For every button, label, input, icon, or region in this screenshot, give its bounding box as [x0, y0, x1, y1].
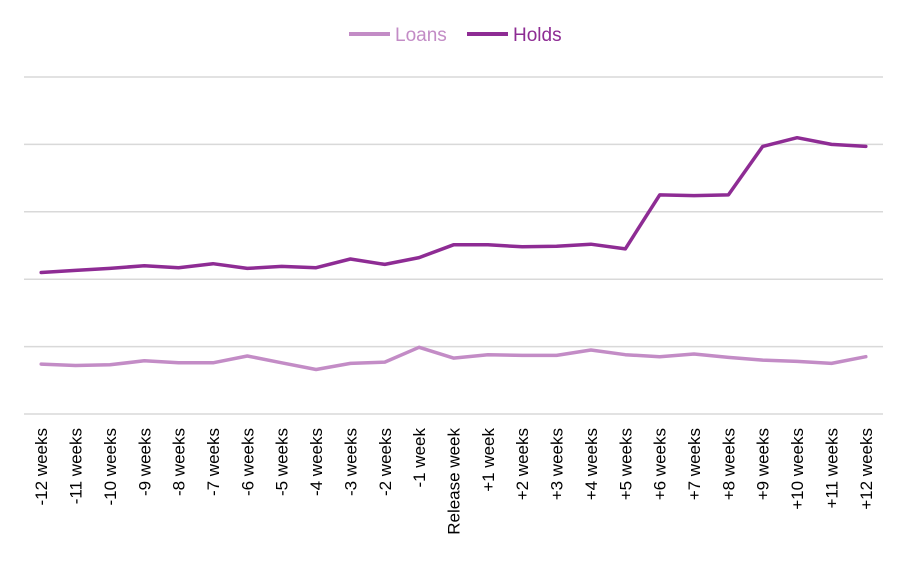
x-tick-label: -8 weeks	[170, 428, 189, 496]
x-tick-label: +3 weeks	[548, 428, 567, 500]
x-tick-label: -2 weeks	[376, 428, 395, 496]
x-tick-label: -1 week	[410, 428, 429, 488]
x-tick-label: +10 weeks	[788, 428, 807, 510]
x-tick-label: +8 weeks	[719, 428, 738, 500]
x-tick-label: +7 weeks	[685, 428, 704, 500]
x-tick-label: -11 weeks	[67, 428, 86, 504]
x-tick-label: +9 weeks	[754, 428, 773, 500]
x-tick-label: +12 weeks	[857, 428, 876, 510]
x-tick-label: -7 weeks	[204, 428, 223, 496]
x-tick-label: -4 weeks	[307, 428, 326, 496]
x-tick-label: -5 weeks	[273, 428, 292, 496]
x-tick-label: -12 weeks	[32, 428, 51, 505]
series-lines	[39, 135, 868, 372]
x-tick-label: -9 weeks	[135, 428, 154, 496]
legend-label-loans: Loans	[395, 25, 447, 46]
x-tick-label: -3 weeks	[341, 428, 360, 496]
legend: Loans Holds	[349, 25, 562, 46]
x-tick-label: +5 weeks	[616, 428, 635, 500]
x-tick-label: +1 week	[479, 428, 498, 492]
x-tick-label: +6 weeks	[651, 428, 670, 500]
x-tick-label: +11 weeks	[822, 428, 841, 508]
legend-label-holds: Holds	[513, 25, 562, 46]
x-tick-label: +2 weeks	[513, 428, 532, 500]
series-line-holds	[39, 135, 868, 275]
x-tick-label: +4 weeks	[582, 428, 601, 500]
x-tick-label: Release week	[445, 428, 464, 535]
series-line-loans	[39, 345, 868, 372]
gridlines	[24, 76, 883, 415]
x-axis-tick-labels: -12 weeks -11 weeks -10 weeks -9 weeks -8 we…	[32, 428, 876, 535]
x-tick-label: -10 weeks	[101, 428, 120, 505]
x-tick-label: -6 weeks	[238, 428, 257, 496]
